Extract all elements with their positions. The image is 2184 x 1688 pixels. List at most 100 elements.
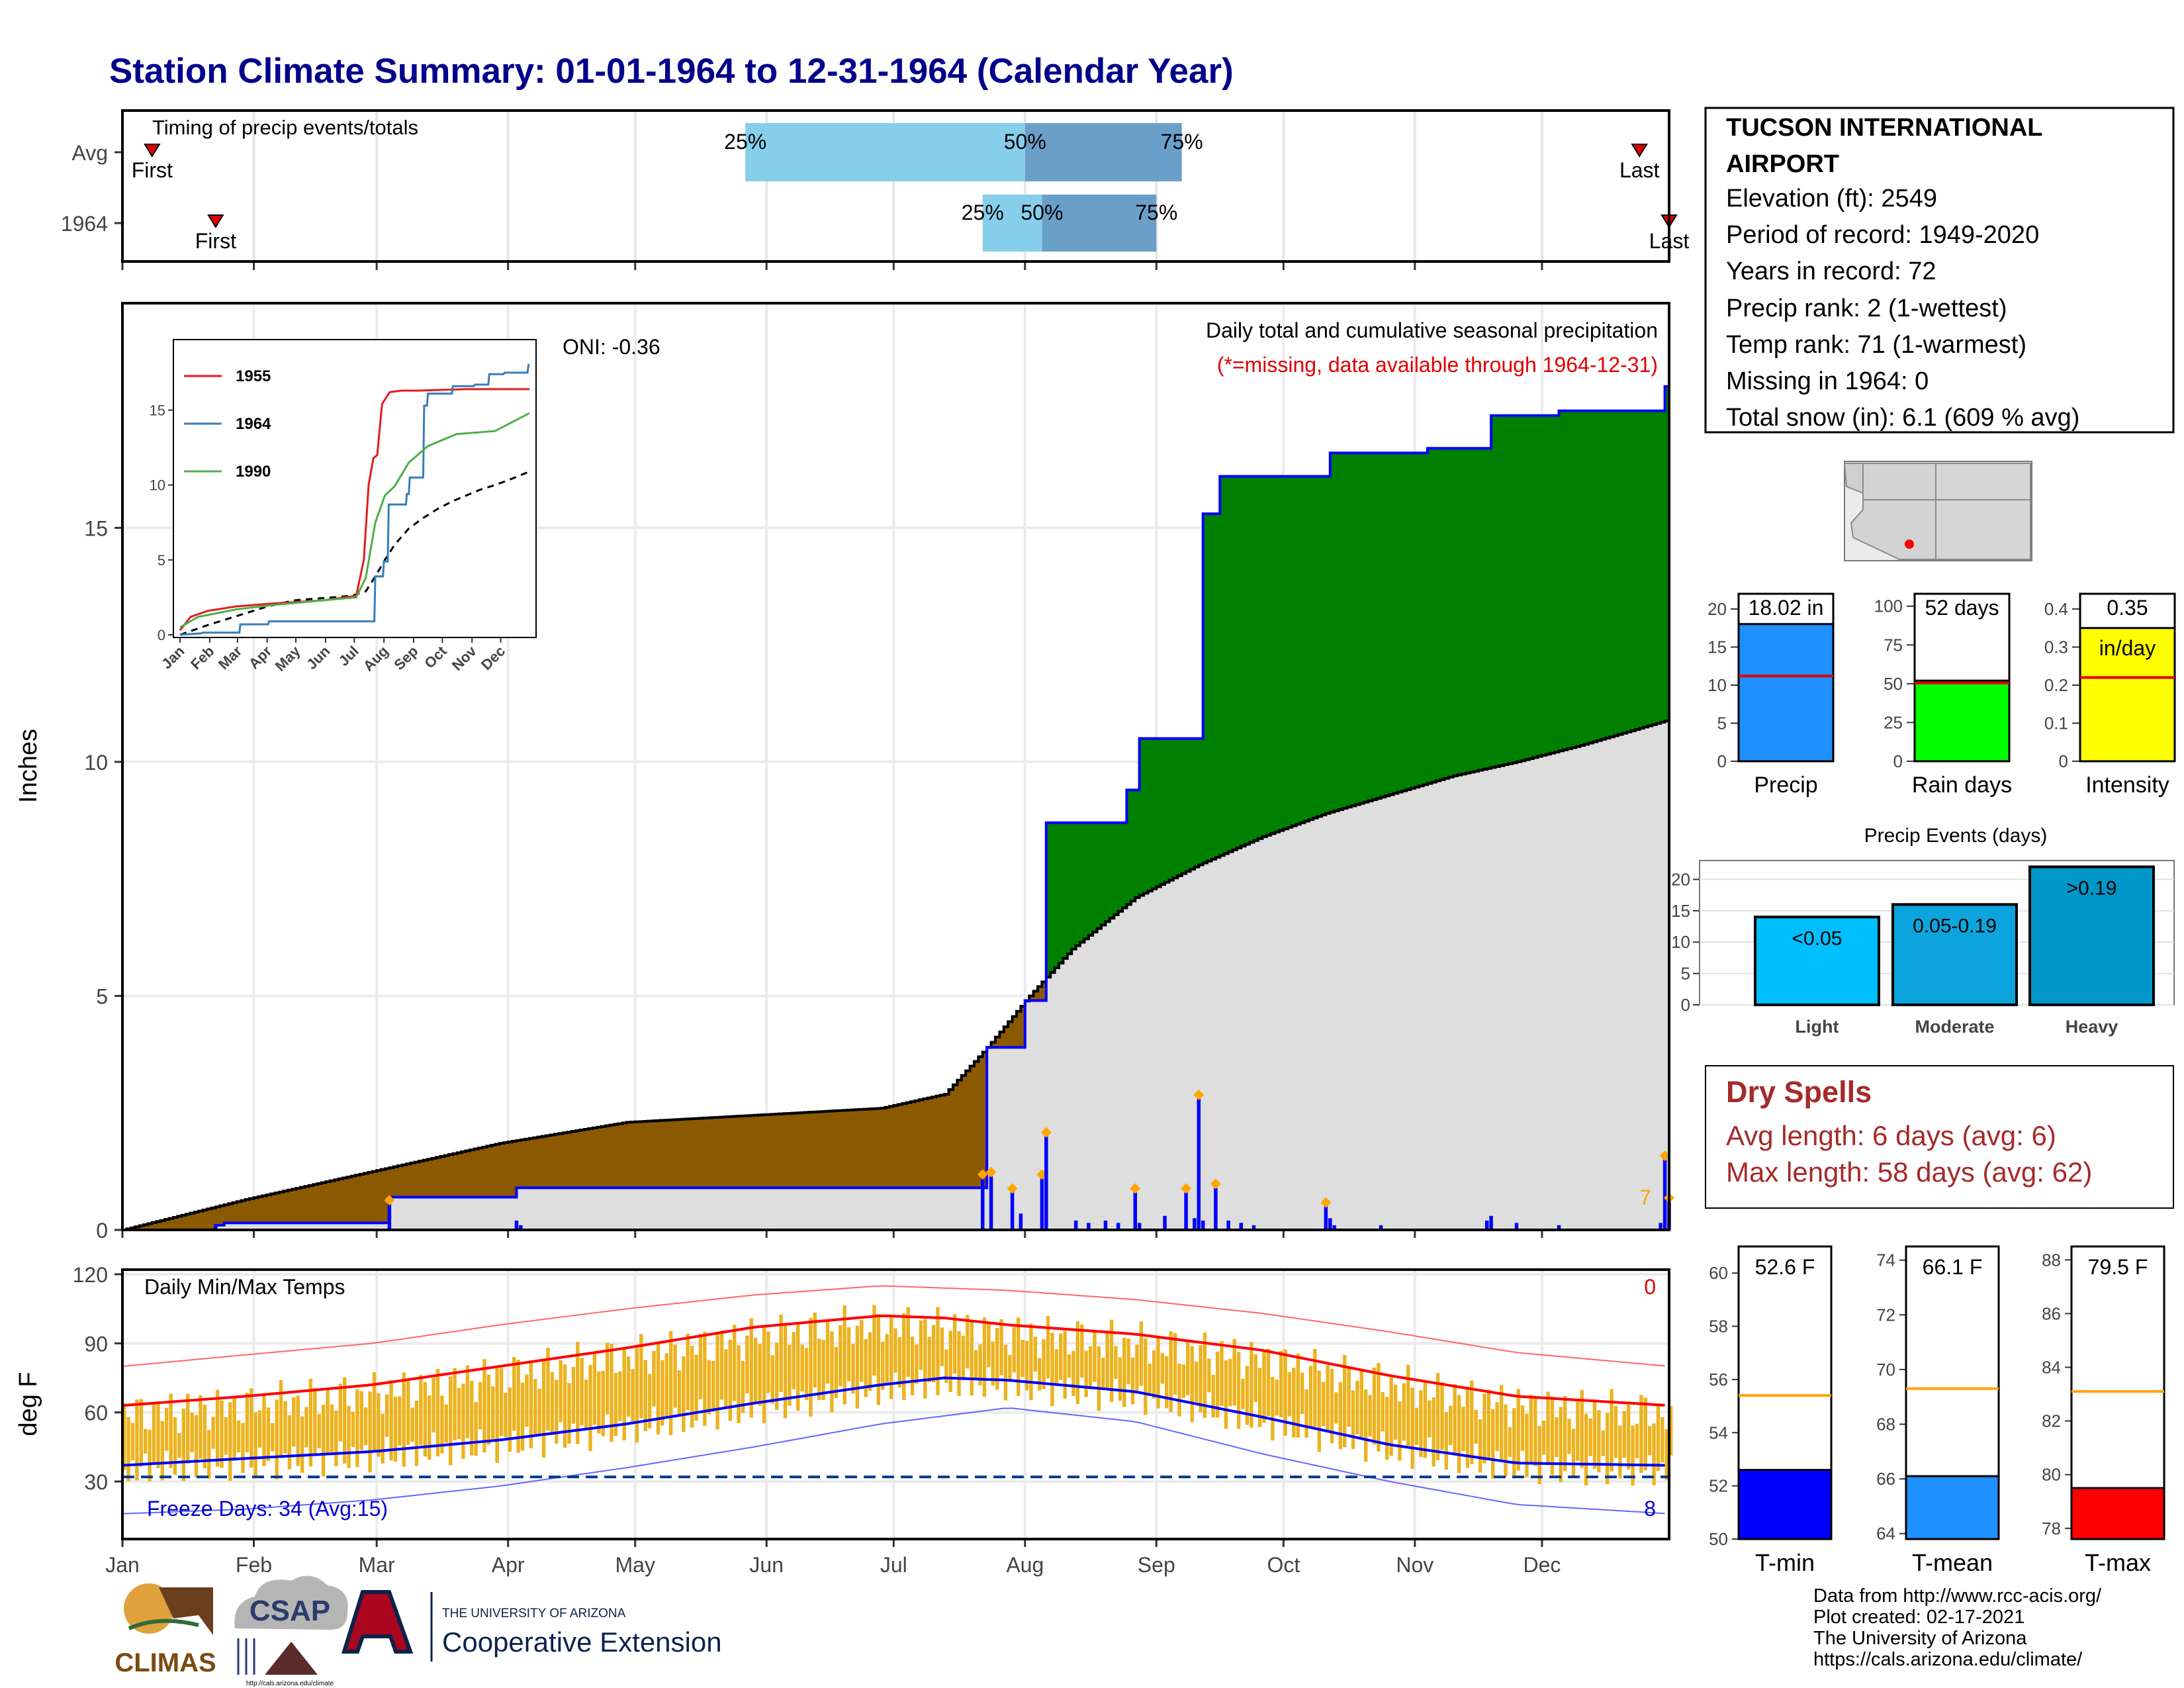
inset-legend-label: 1990 [236,463,271,481]
figure-title: Station Climate Summary: 01-01-1964 to 1… [109,52,1234,91]
summary-bar [2079,627,2176,763]
daily-temp-bar [846,1327,851,1382]
daily-temp-bar [1114,1346,1118,1380]
daily-temp-bar [758,1344,762,1406]
daily-temp-bar [597,1371,601,1434]
daily-temp-bar [800,1344,804,1392]
summary-ytick-label: 0 [1717,751,1727,771]
heavy-event-marker [1659,1150,1670,1161]
temp-summary-ytick-label: 56 [1709,1370,1728,1389]
daily-temp-bar [559,1360,563,1423]
temp-summary-bar [1905,1475,2000,1540]
first-event-marker [207,214,224,228]
daily-temp-bar [881,1341,885,1390]
daily-temp-bar [1470,1380,1474,1464]
daily-temp-bar [1647,1426,1652,1456]
daily-temp-bar [537,1388,541,1434]
daily-temp-bar [1661,1417,1664,1463]
daily-temp-bar [1504,1404,1508,1477]
cumulative-precip-line [122,385,1669,1231]
daily-temp-bar [1512,1408,1516,1479]
timing-gridlines [121,111,1543,270]
daily-temp-bar [300,1416,304,1473]
daily-temp-bar [1525,1413,1529,1477]
daily-temp-bar [694,1354,698,1421]
daily-temp-bar [1576,1401,1580,1462]
daily-temp-bar [910,1336,915,1396]
daily-temp-bar [703,1331,707,1427]
daily-temp-bar [1555,1417,1559,1458]
daily-temp-bar [232,1395,236,1461]
precip-frame [121,302,1670,1231]
temp-panel-label: Daily Min/Max Temps [144,1275,345,1299]
average-cumulative-area [122,720,1669,1230]
inset-ytick-label: 5 [158,552,165,569]
temp-summary-ytick-label: 64 [1876,1524,1895,1544]
daily-temp-bar [1508,1427,1512,1457]
event-bar [1891,903,2018,1006]
temp-summary-bars: 50 52 54 56 58 60 52.6 F T-min 64 66 68 70 72 74 66.1 … [1709,1245,2165,1576]
daily-temp-bar [940,1327,944,1366]
daily-temp-bar [1465,1386,1470,1468]
daily-temp-bar [1520,1405,1525,1451]
daily-temp-bar [1393,1384,1398,1440]
university-logo: THE UNIVERSITY OF ARIZONA Cooperative Ex… [341,1590,722,1662]
daily-precip-bars [214,1090,1674,1230]
daily-temp-bar [1050,1333,1054,1407]
daily-temp-bar [169,1393,173,1468]
daily-temp-bar [461,1383,465,1460]
timing-label: Timing of precip events/totals [152,116,418,139]
summary-value-label: 52 days [1925,596,1999,620]
daily-temp-bar [1186,1340,1190,1395]
daily-temp-bar [893,1328,897,1373]
daily-temp-bar [677,1370,682,1415]
daily-precip-bar [1239,1223,1244,1230]
daily-temp-bar [1491,1409,1495,1479]
daily-temp-bar [1622,1411,1626,1458]
month-label: Jun [749,1553,784,1577]
daily-temp-bar [610,1344,614,1442]
csap-cloud-icon [234,1575,348,1630]
daily-temp-bar [1635,1423,1639,1458]
daily-temp-bar [1537,1426,1541,1485]
daily-temp-bar [406,1379,410,1445]
station-temp-rank: Temp rank: 71 (1-warmest) [1726,331,2026,359]
daily-temp-bar [1626,1404,1631,1470]
daily-temp-bar [592,1353,597,1425]
daily-temp-bar [1130,1357,1135,1405]
daily-temp-bar [1152,1350,1156,1399]
daily-temp-bar [1423,1381,1428,1458]
daily-temp-bar [1012,1327,1016,1373]
daily-temp-bar [423,1382,427,1457]
daily-temp-bar [160,1421,165,1481]
timing-p25-label: 25% [962,201,1004,224]
daily-temp-bar [1169,1331,1173,1413]
precip-ytick-label: 10 [84,751,108,774]
daily-temp-bar [126,1417,130,1481]
dry-spells: Dry Spells Avg length: 6 days (avg: 6) M… [1705,1065,2174,1209]
daily-precip-bar [1184,1192,1188,1230]
daily-temp-bar [414,1400,419,1466]
daily-temp-bar [156,1404,160,1468]
daily-temp-bar [1313,1348,1317,1427]
temp-summary-value-label: 66.1 F [1923,1255,1983,1279]
month-label: May [615,1553,655,1577]
events-ytick-label: 10 [1671,932,1690,952]
daily-temp-bar [152,1403,156,1465]
daily-temp-bar [1571,1429,1576,1478]
daily-temp-bar [449,1376,453,1466]
daily-temp-bar [499,1368,504,1436]
daily-temp-bar [1610,1389,1614,1472]
daily-temp-bar [1271,1376,1275,1441]
daily-temp-bar [199,1395,203,1459]
daily-temp-bar [253,1412,257,1477]
inset-line-1964 [179,363,530,636]
temp-summary-ytick-label: 68 [1876,1415,1895,1434]
daily-temp-bar [1499,1385,1504,1461]
freeze-days-count: 8 [1644,1497,1656,1521]
daily-precip-bar [1214,1188,1218,1230]
daily-temp-bar [377,1393,381,1457]
summary-ytick-label: 0 [1893,751,1903,771]
daily-temp-bar [707,1360,711,1415]
daily-temp-bar [1016,1317,1021,1396]
